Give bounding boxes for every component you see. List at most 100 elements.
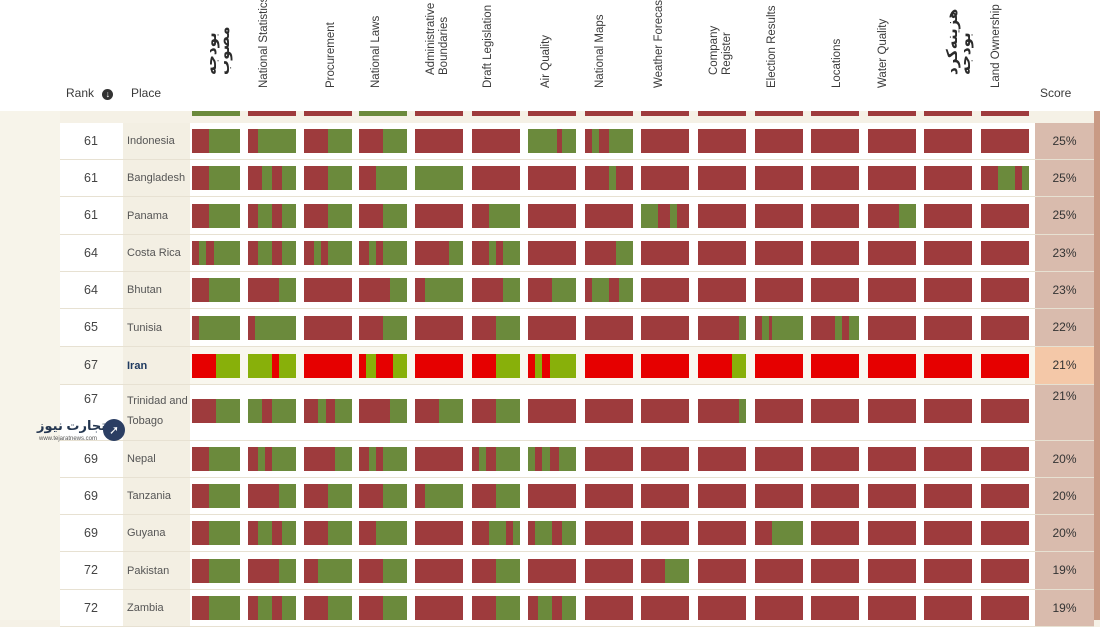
score-cell[interactable] [192, 353, 240, 378]
score-cell[interactable] [868, 353, 916, 378]
score-cell[interactable] [528, 521, 576, 545]
score-cell[interactable] [248, 166, 296, 190]
score-cell[interactable] [755, 399, 803, 423]
score-cell[interactable] [528, 353, 576, 378]
score-cell[interactable] [248, 484, 296, 508]
place-name[interactable]: Iran [127, 359, 148, 372]
score-cell[interactable] [472, 596, 520, 620]
score-cell[interactable] [528, 129, 576, 153]
score-cell[interactable] [698, 521, 746, 545]
score-cell[interactable] [192, 129, 240, 153]
column-header[interactable]: National Laws [370, 6, 384, 101]
score-cell[interactable] [981, 166, 1029, 190]
score-cell[interactable] [192, 166, 240, 190]
score-cell[interactable] [528, 447, 576, 471]
place-name[interactable]: Tanzania [127, 490, 172, 502]
place-name[interactable]: Trinidad and Tobago [127, 395, 188, 427]
score-cell[interactable] [641, 315, 689, 340]
score-cell[interactable] [248, 558, 296, 583]
score-cell[interactable] [528, 484, 576, 508]
score-cell[interactable] [698, 558, 746, 583]
table-row[interactable]: 72 Zambia 19% [60, 590, 1094, 627]
score-cell[interactable] [868, 241, 916, 265]
score-cell[interactable] [192, 399, 240, 423]
place-name[interactable]: Bangladesh [127, 172, 186, 184]
score-cell[interactable] [641, 447, 689, 471]
score-cell[interactable] [924, 315, 972, 340]
score-cell[interactable] [981, 203, 1029, 228]
score-cell[interactable] [641, 278, 689, 302]
score-cell[interactable] [698, 399, 746, 423]
score-cell[interactable] [472, 166, 520, 190]
score-cell[interactable] [359, 521, 407, 545]
score-cell[interactable] [811, 203, 859, 228]
score-cell[interactable] [755, 447, 803, 471]
score-cell[interactable] [641, 353, 689, 378]
score-cell[interactable] [981, 447, 1029, 471]
score-cell[interactable] [811, 353, 859, 378]
place-name[interactable]: Tunisia [127, 321, 163, 334]
score-cell[interactable] [981, 596, 1029, 620]
score-cell[interactable] [924, 484, 972, 508]
score-cell[interactable] [528, 315, 576, 340]
score-cell[interactable] [192, 447, 240, 471]
score-cell[interactable] [924, 447, 972, 471]
table-row[interactable]: 61 Bangladesh 25% [60, 160, 1094, 197]
score-cell[interactable] [192, 558, 240, 583]
score-cell[interactable] [415, 484, 463, 508]
score-cell[interactable] [304, 596, 352, 620]
column-header[interactable]: بودجه مصوب [203, 6, 233, 101]
score-cell[interactable] [359, 241, 407, 265]
column-header[interactable]: Draft Legislation [482, 5, 496, 101]
score-cell[interactable] [585, 278, 633, 302]
score-cell[interactable] [415, 203, 463, 228]
score-cell[interactable] [698, 203, 746, 228]
score-cell[interactable] [472, 399, 520, 423]
score-cell[interactable] [868, 558, 916, 583]
column-header[interactable]: Administrative Boundaries [425, 3, 450, 101]
score-cell[interactable] [641, 241, 689, 265]
score-cell[interactable] [698, 447, 746, 471]
score-cell[interactable] [304, 353, 352, 378]
column-header[interactable]: Company Register [708, 6, 733, 101]
score-cell[interactable] [304, 129, 352, 153]
score-cell[interactable] [415, 278, 463, 302]
score-cell[interactable] [415, 129, 463, 153]
score-cell[interactable] [585, 558, 633, 583]
score-cell[interactable] [698, 353, 746, 378]
score-cell[interactable] [248, 447, 296, 471]
score-cell[interactable] [359, 203, 407, 228]
score-cell[interactable] [248, 129, 296, 153]
score-cell[interactable] [585, 315, 633, 340]
column-header[interactable]: National Statistics [258, 0, 272, 101]
score-cell[interactable] [924, 278, 972, 302]
score-cell[interactable] [755, 203, 803, 228]
table-row[interactable]: 69 Tanzania 20% [60, 478, 1094, 515]
score-cell[interactable] [585, 399, 633, 423]
score-cell[interactable] [641, 558, 689, 583]
place-name[interactable]: Pakistan [127, 564, 170, 577]
score-cell[interactable] [924, 353, 972, 378]
score-cell[interactable] [981, 278, 1029, 302]
score-cell[interactable] [811, 166, 859, 190]
score-cell[interactable] [811, 484, 859, 508]
score-cell[interactable] [528, 203, 576, 228]
column-header[interactable]: Procurement [325, 6, 339, 101]
score-cell[interactable] [811, 596, 859, 620]
score-cell[interactable] [981, 521, 1029, 545]
column-header[interactable]: Weather Forecast [653, 0, 667, 101]
score-cell[interactable] [585, 203, 633, 228]
score-cell[interactable] [192, 203, 240, 228]
score-cell[interactable] [981, 399, 1029, 423]
score-cell[interactable] [641, 203, 689, 228]
score-cell[interactable] [868, 166, 916, 190]
score-cell[interactable] [359, 129, 407, 153]
score-cell[interactable] [585, 166, 633, 190]
score-cell[interactable] [811, 558, 859, 583]
score-cell[interactable] [415, 399, 463, 423]
table-row[interactable]: 64 Bhutan 23% [60, 272, 1094, 309]
score-cell[interactable] [304, 315, 352, 340]
score-cell[interactable] [868, 278, 916, 302]
score-cell[interactable] [924, 203, 972, 228]
table-row[interactable]: 69 Nepal 20% [60, 441, 1094, 478]
